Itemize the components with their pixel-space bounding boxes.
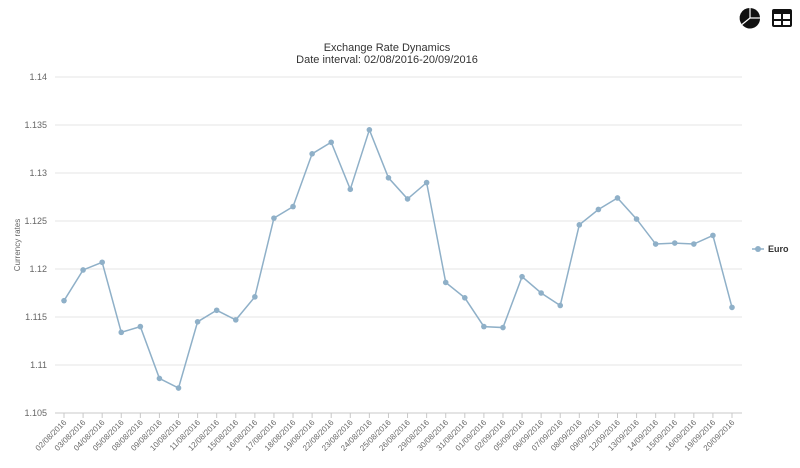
data-point[interactable] (538, 290, 544, 296)
data-point[interactable] (519, 273, 525, 280)
data-point[interactable] (271, 215, 277, 221)
x-axis-ticks: 02/08/201603/08/201604/08/201605/08/2016… (34, 413, 737, 453)
chart-title: Exchange Rate Dynamics (324, 42, 451, 54)
table-icon[interactable] (772, 9, 792, 27)
data-point[interactable] (366, 127, 373, 133)
data-point[interactable] (576, 222, 583, 228)
data-point[interactable] (710, 232, 716, 239)
data-point[interactable] (481, 323, 487, 330)
legend-marker (755, 246, 761, 252)
data-point[interactable] (442, 279, 449, 286)
data-point[interactable] (652, 241, 659, 247)
y-tick-label: 1.14 (29, 72, 47, 82)
pie-chart-icon[interactable] (739, 7, 761, 29)
data-point[interactable] (633, 216, 640, 222)
y-tick-label: 1.135 (24, 120, 47, 130)
data-point[interactable] (557, 302, 564, 309)
grid (55, 76, 742, 414)
data-point[interactable] (462, 295, 468, 301)
data-point[interactable] (99, 259, 105, 266)
data-point[interactable] (614, 195, 621, 201)
y-tick-label: 1.115 (25, 312, 47, 322)
series-euro (61, 127, 735, 391)
chart-subtitle: Date interval: 02/08/2016-20/09/2016 (296, 54, 478, 66)
data-point[interactable] (671, 240, 678, 246)
data-point[interactable] (118, 329, 125, 336)
data-point[interactable] (691, 241, 697, 247)
data-point[interactable] (347, 186, 354, 193)
data-point[interactable] (309, 151, 315, 157)
legend-label-euro: Euro (768, 244, 789, 254)
legend[interactable]: Euro (752, 244, 789, 254)
data-point[interactable] (194, 319, 201, 325)
data-point[interactable] (252, 294, 258, 300)
y-tick-label: 1.13 (29, 168, 47, 178)
series-line (63, 127, 733, 390)
data-point[interactable] (156, 375, 163, 382)
y-tick-label: 1.125 (24, 216, 47, 226)
data-point[interactable] (213, 307, 220, 314)
data-point[interactable] (729, 304, 735, 311)
data-point[interactable] (595, 206, 602, 213)
data-point[interactable] (175, 385, 182, 391)
data-point[interactable] (385, 175, 392, 181)
data-point[interactable] (423, 179, 430, 186)
y-tick-label: 1.12 (29, 264, 47, 274)
y-tick-label: 1.105 (24, 408, 47, 418)
data-point[interactable] (137, 323, 144, 330)
data-point[interactable] (404, 196, 411, 202)
data-point[interactable] (500, 324, 506, 331)
y-axis-label: Currency rates (13, 219, 22, 271)
y-tick-label: 1.11 (30, 360, 47, 370)
data-point[interactable] (232, 317, 239, 323)
data-point[interactable] (290, 203, 296, 210)
data-point[interactable] (61, 297, 67, 304)
data-point[interactable] (328, 139, 335, 146)
data-point[interactable] (80, 267, 86, 273)
y-axis-ticks: 1.105 1.11 1.115 1.12 1.125 1.13 1.135 1.14 (24, 72, 47, 418)
